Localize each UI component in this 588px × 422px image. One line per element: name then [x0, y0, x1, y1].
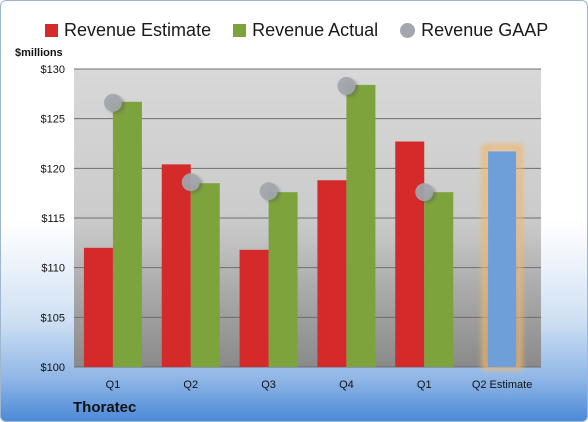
bar-revenue-estimate: [161, 164, 191, 367]
legend: Revenue Estimate Revenue Actual Revenue …: [45, 17, 570, 43]
marker-revenue-gaap: [337, 76, 356, 95]
legend-swatch-revenue-gaap: [400, 22, 416, 38]
y-tick-label: $130: [41, 64, 65, 76]
bar-revenue-actual: [112, 101, 142, 367]
legend-swatch-revenue-estimate: [45, 23, 58, 37]
legend-item-revenue-estimate: Revenue Estimate: [45, 20, 211, 41]
legend-label-revenue-actual: Revenue Actual: [252, 19, 379, 40]
x-tick-label: Q1: [106, 379, 121, 391]
bar-revenue-actual: [424, 192, 454, 367]
bar-revenue-actual: [190, 183, 220, 367]
company-name: Thoratec: [73, 399, 137, 416]
x-tick-label: Q2: [183, 379, 198, 391]
legend-swatch-revenue-actual: [233, 23, 247, 37]
x-tick-label: Q2 Estimate: [472, 379, 533, 391]
bar-revenue-actual: [346, 84, 376, 367]
y-tick-label: $120: [41, 163, 65, 175]
y-tick-label: $100: [41, 362, 65, 374]
marker-revenue-gaap: [259, 182, 278, 201]
marker-revenue-gaap: [103, 93, 122, 112]
x-tick-label: Q1: [417, 379, 432, 391]
bar-revenue-actual: [268, 192, 298, 367]
y-tick-label: $105: [41, 312, 65, 324]
bar-revenue-estimate: [83, 247, 113, 367]
x-tick-label: Q3: [261, 379, 276, 391]
bar-revenue-estimate: [395, 141, 425, 367]
y-tick-label: $110: [41, 263, 65, 275]
y-tick-label: $125: [41, 114, 65, 126]
y-axis-label: $millions: [15, 47, 63, 59]
legend-item-revenue-gaap: Revenue GAAP: [400, 20, 548, 41]
bar-revenue-estimate: [239, 249, 269, 367]
y-tick-label: $115: [41, 213, 65, 225]
legend-label-revenue-estimate: Revenue Estimate: [64, 19, 212, 40]
bar-revenue-estimate: [317, 180, 347, 367]
x-tick-label: Q4: [339, 379, 354, 391]
legend-label-revenue-gaap: Revenue GAAP: [421, 19, 549, 40]
marker-revenue-gaap: [181, 173, 200, 192]
marker-revenue-gaap: [415, 183, 434, 202]
bar-q2-estimate: [488, 151, 517, 367]
legend-item-revenue-actual: Revenue Actual: [233, 20, 378, 41]
